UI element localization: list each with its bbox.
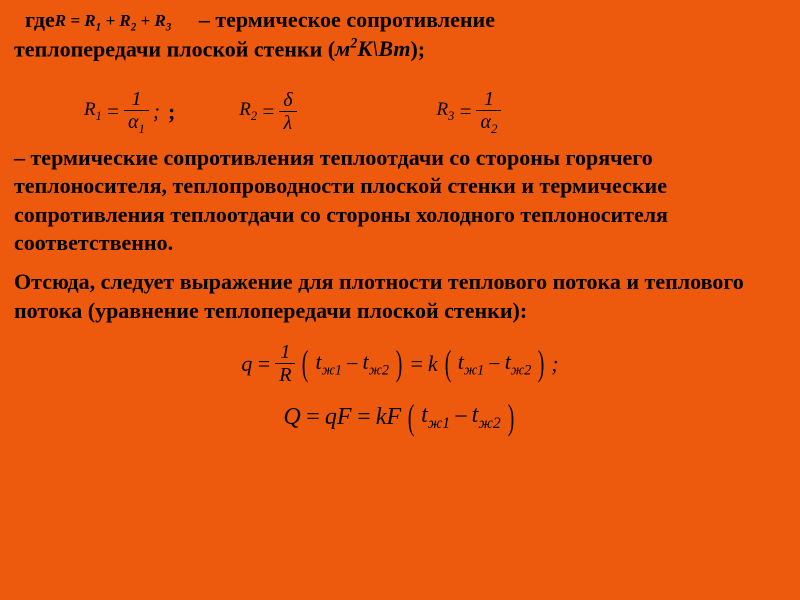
frac-1R: 1 R: [275, 341, 295, 386]
para1-tail-a: – термическое сопротивление: [193, 7, 495, 32]
frac-r2: δ λ: [279, 89, 296, 134]
equation-big-q: Q = qF = kF ( tж1 − tж2 ): [14, 390, 786, 437]
sum-formula: R = R1 + R2 + R3: [55, 11, 172, 30]
formula-r3: R3 = 1 α2: [437, 88, 502, 136]
para1-tail-b: теплопередачи плоской стенки (: [14, 36, 335, 61]
para-1: гдеR = R1 + R2 + R3 – термическое сопрот…: [14, 6, 786, 64]
para-3: Отсюда, следует выражение для плотности …: [14, 268, 786, 325]
formula-r2: R2 = δ λ: [239, 89, 296, 134]
para1-close: );: [410, 36, 425, 61]
para-2: – термические сопротивления теплоотдачи …: [14, 144, 786, 258]
formula-row-r: R1 = 1 α1 ; ; R2 = δ λ R3 = 1: [14, 74, 786, 144]
frac-r1: 1 α1: [124, 88, 149, 136]
para1-lead: где: [25, 7, 55, 32]
units: м2К\Вт: [335, 36, 410, 61]
slide-root: гдеR = R1 + R2 + R3 – термическое сопрот…: [0, 0, 800, 445]
mid-semicolon: ;: [164, 99, 179, 125]
equation-q: q = 1 R ( tж1 − tж2 ) = k ( tж1 − tж2 ) …: [14, 335, 786, 390]
formula-r1: R1 = 1 α1 ; ;: [84, 88, 179, 136]
frac-r3: 1 α2: [476, 88, 501, 136]
